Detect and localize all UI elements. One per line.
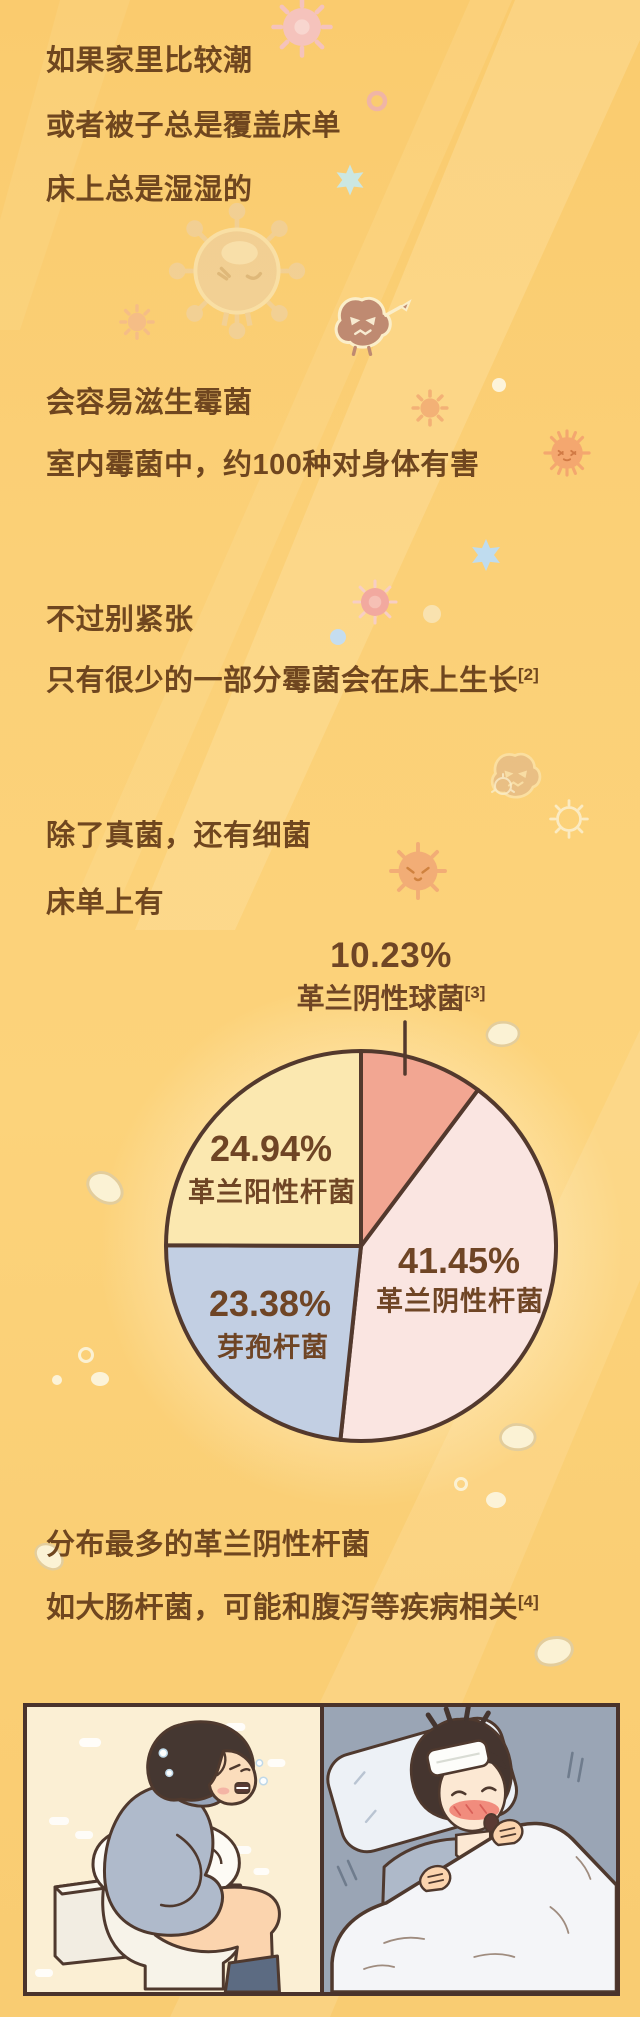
intro-line-1: 如果家里比较潮 bbox=[46, 45, 253, 77]
relax-line-1: 不过别紧张 bbox=[46, 604, 194, 636]
relax-line-2: 只有很少的一部分霉菌会在床上生长[2] bbox=[46, 665, 539, 701]
conclusion-line-2: 如大肠杆菌，可能和腹泻等疾病相关[4] bbox=[46, 1592, 539, 1628]
blob-icon bbox=[486, 1492, 506, 1508]
dot-icon bbox=[423, 605, 441, 623]
footnote-ref-3: [3] bbox=[464, 983, 486, 1002]
sun-icon bbox=[119, 304, 155, 340]
conclusion-line-1: 分布最多的革兰阴性杆菌 bbox=[46, 1529, 371, 1561]
pie-label-gram-negative-pct: 41.45% bbox=[397, 1240, 521, 1281]
dot-icon bbox=[330, 629, 346, 645]
pie-slice-gram-negative-bacilli bbox=[338, 1087, 558, 1443]
pie-slice-gram-negative-cocci bbox=[359, 1049, 480, 1248]
ring-dot-icon bbox=[366, 90, 388, 112]
pie-label-gram-negative-name: 革兰阴性杆菌 bbox=[376, 1286, 544, 1317]
sun-icon bbox=[411, 389, 449, 427]
pie-slice-gram-positive-bacilli bbox=[164, 1049, 363, 1248]
pie-callout-label-text: 革兰阴性球菌 bbox=[296, 983, 465, 1014]
virus-icon bbox=[352, 579, 398, 625]
fuzzy-germ-icon bbox=[334, 296, 412, 357]
pie-label-bacillus-name: 芽孢杆菌 bbox=[217, 1332, 329, 1363]
footnote-ref-4: [4] bbox=[518, 1592, 539, 1611]
intro-line-2: 或者被子总是覆盖床单 bbox=[46, 110, 342, 142]
footnote-ref-2: [2] bbox=[518, 665, 539, 684]
sick-in-bed-illustration bbox=[323, 1707, 616, 1992]
fuzzy-germ-icon bbox=[490, 752, 542, 799]
toilet-illustration bbox=[27, 1707, 320, 1992]
germ-outline-icon bbox=[491, 773, 515, 795]
dot-icon bbox=[52, 1375, 62, 1385]
relax-line-2-text: 只有很少的一部分霉菌会在床上生长 bbox=[46, 665, 519, 697]
illustration-panels bbox=[23, 1703, 620, 1996]
blob-icon bbox=[91, 1372, 109, 1386]
sick-in-bed-illustration-panel bbox=[319, 1707, 616, 1992]
pie-callout-label: 革兰阴性球菌[3] bbox=[297, 977, 486, 1017]
virus-icon bbox=[271, 0, 333, 58]
pie-label-gram-positive-pct: 24.94% bbox=[209, 1128, 333, 1169]
ring-icon bbox=[454, 1477, 468, 1491]
sun-outline-icon bbox=[549, 799, 589, 839]
intro-line-3: 床上总是湿湿的 bbox=[46, 174, 253, 206]
mold-line-2: 室内霉菌中，约100种对身体有害 bbox=[46, 449, 480, 481]
spiky-sun-face-icon bbox=[389, 842, 447, 900]
conclusion-line-2-text: 如大肠杆菌，可能和腹泻等疾病相关 bbox=[46, 1592, 519, 1624]
knob-germ-icon bbox=[168, 202, 306, 340]
pie-label-bacillus-pct: 23.38% bbox=[208, 1283, 332, 1324]
bean-icon bbox=[529, 1627, 579, 1675]
pie-chart bbox=[163, 1049, 558, 1443]
mold-line-1: 会容易滋生霉菌 bbox=[46, 387, 253, 419]
star6-icon bbox=[336, 164, 364, 196]
pie-label-gram-positive-name: 革兰阳性杆菌 bbox=[188, 1177, 356, 1208]
bacteria-line-2: 床单上有 bbox=[46, 887, 165, 919]
pie-slice-bacillus bbox=[163, 1243, 363, 1442]
dot-icon bbox=[492, 378, 506, 392]
bacteria-line-1: 除了真菌，还有细菌 bbox=[46, 820, 312, 852]
star6-icon bbox=[472, 539, 500, 571]
toilet-illustration-panel bbox=[27, 1707, 320, 1992]
spiky-sun-face-icon bbox=[543, 429, 591, 477]
ring-icon bbox=[78, 1347, 94, 1363]
pie-callout-value: 10.23% bbox=[330, 936, 452, 975]
